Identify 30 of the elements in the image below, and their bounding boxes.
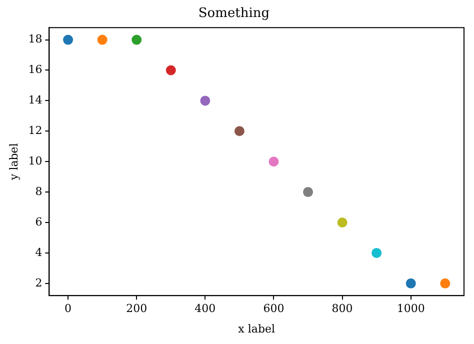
y-axis-title: y label [7, 142, 20, 182]
y-tick-label: 10 [28, 154, 42, 168]
point [440, 278, 450, 288]
point [372, 248, 382, 258]
y-tick-label: 2 [35, 276, 42, 290]
point [337, 218, 348, 228]
x-tick-label: 200 [126, 302, 148, 316]
point [406, 278, 416, 288]
point [268, 156, 279, 167]
x-axis-title: x label [238, 322, 276, 336]
point [63, 34, 74, 45]
point [132, 34, 142, 45]
y-tick-label: 6 [35, 215, 42, 228]
x-tick-label: 0 [64, 302, 72, 316]
x-tick-label: 400 [194, 302, 216, 316]
y-tick-label: 16 [28, 63, 42, 76]
x-tick-label: 1000 [396, 302, 425, 316]
point [200, 96, 210, 106]
point [97, 34, 108, 45]
x-tick-label: 800 [332, 302, 353, 316]
point [166, 65, 176, 76]
chart-title: Something [198, 6, 270, 22]
point [303, 187, 314, 198]
y-tick-label: 18 [28, 32, 42, 46]
y-tick-label: 12 [28, 124, 42, 138]
point [234, 126, 244, 136]
y-tick-label: 4 [35, 246, 42, 259]
y-tick-label: 14 [28, 94, 42, 107]
y-tick-label: 8 [35, 184, 42, 198]
x-tick-label: 600 [263, 302, 284, 316]
